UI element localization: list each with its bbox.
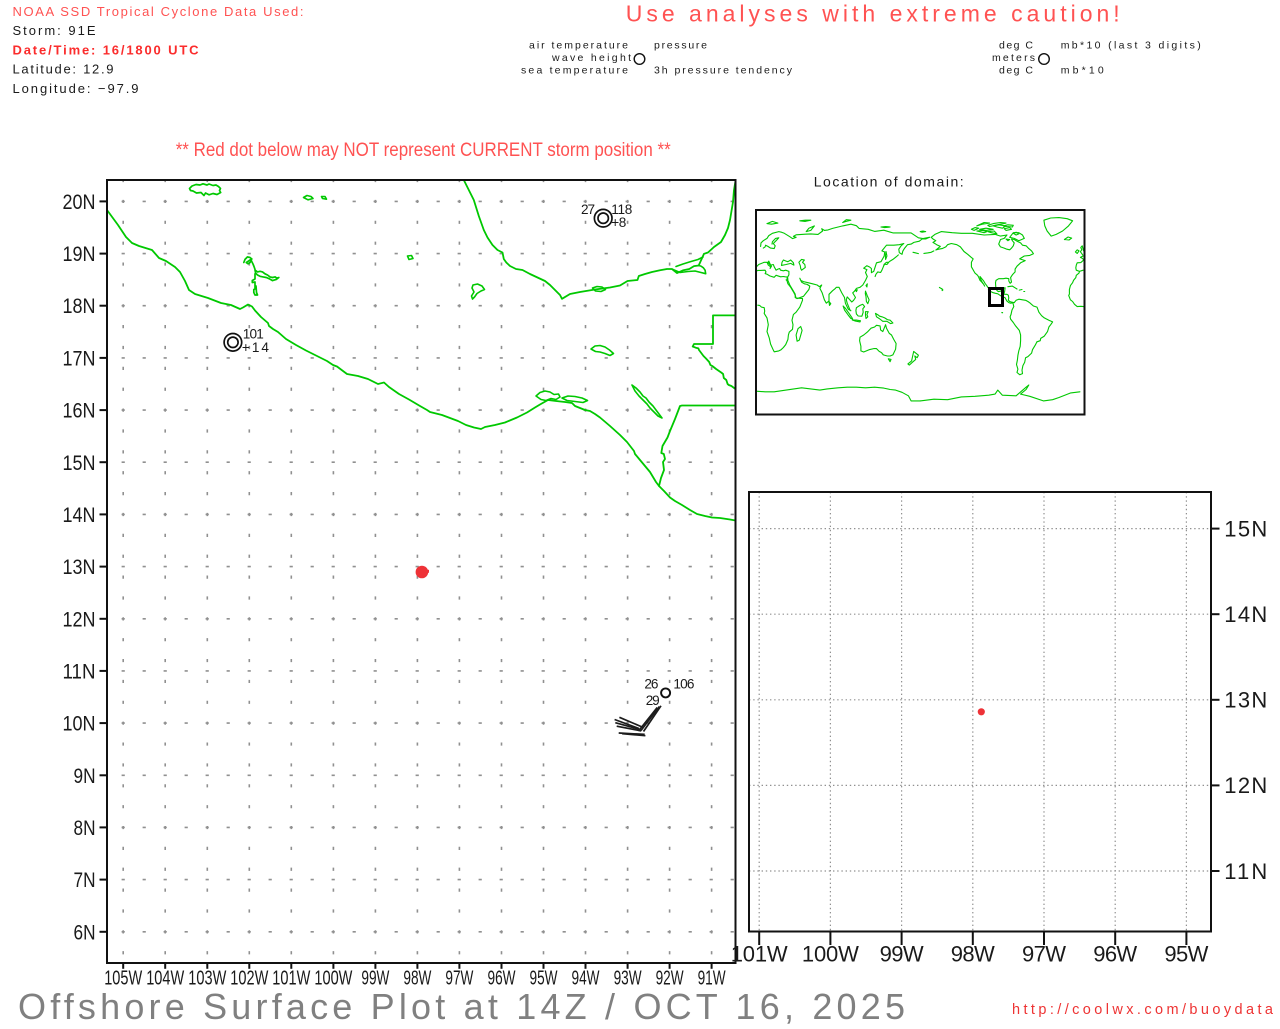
svg-text:99W: 99W — [361, 968, 389, 990]
svg-text:Storm: 91E: Storm: 91E — [13, 23, 96, 38]
svg-text:mb*10: mb*10 — [1061, 65, 1104, 77]
svg-text:3h pressure tendency: 3h pressure tendency — [654, 65, 793, 77]
svg-text:103W: 103W — [188, 968, 226, 990]
svg-text:101W: 101W — [731, 942, 788, 967]
svg-text:+14: +14 — [242, 340, 269, 355]
svg-text:96W: 96W — [1093, 942, 1137, 967]
svg-text:13N: 13N — [63, 556, 96, 579]
svg-text:100W: 100W — [314, 968, 352, 990]
svg-text:91W: 91W — [698, 968, 726, 990]
svg-text:18N: 18N — [63, 295, 96, 318]
svg-text:94W: 94W — [572, 968, 600, 990]
svg-text:8N: 8N — [74, 817, 96, 840]
svg-text:95W: 95W — [1164, 942, 1208, 967]
svg-text:96W: 96W — [488, 968, 516, 990]
svg-text:+8: +8 — [611, 215, 626, 230]
svg-text:7N: 7N — [74, 869, 96, 892]
svg-text:12N: 12N — [63, 608, 96, 631]
svg-text:14N: 14N — [1224, 602, 1267, 627]
svg-text:93W: 93W — [614, 968, 642, 990]
svg-text:15N: 15N — [1224, 516, 1267, 541]
svg-text:99W: 99W — [880, 942, 924, 967]
svg-text:15N: 15N — [63, 452, 96, 475]
svg-text:95W: 95W — [530, 968, 558, 990]
svg-text:wave height: wave height — [551, 52, 631, 64]
svg-text:deg C: deg C — [999, 40, 1033, 52]
svg-text:13N: 13N — [1224, 688, 1267, 713]
svg-text:19N: 19N — [63, 243, 96, 266]
svg-text:20N: 20N — [63, 191, 96, 214]
svg-text:meters: meters — [992, 52, 1035, 64]
svg-text:16N: 16N — [63, 400, 96, 423]
svg-text:Use analyses with extreme caut: Use analyses with extreme caution! — [626, 1, 1120, 27]
svg-text:100W: 100W — [802, 942, 859, 967]
svg-text:27: 27 — [581, 202, 595, 217]
svg-text:10N: 10N — [63, 713, 96, 736]
svg-text:97W: 97W — [1022, 942, 1066, 967]
svg-text:pressure: pressure — [654, 40, 707, 52]
svg-text:sea temperature: sea temperature — [521, 65, 628, 77]
svg-text:6N: 6N — [74, 921, 96, 944]
svg-text:11N: 11N — [63, 660, 96, 683]
svg-text:Latitude: 12.9: Latitude: 12.9 — [13, 62, 114, 77]
svg-text:12N: 12N — [1224, 773, 1267, 798]
svg-text:11N: 11N — [1224, 859, 1267, 884]
svg-text:29: 29 — [646, 693, 660, 708]
svg-text:** Red dot below may NOT repre: ** Red dot below may NOT represent CURRE… — [176, 140, 672, 161]
svg-text:17N: 17N — [63, 347, 96, 370]
svg-text:9N: 9N — [74, 765, 96, 788]
svg-text:26: 26 — [644, 677, 658, 692]
svg-text:air temperature: air temperature — [529, 40, 628, 52]
svg-text:102W: 102W — [230, 968, 268, 990]
svg-text:106: 106 — [673, 677, 694, 692]
svg-text:Longitude: −97.9: Longitude: −97.9 — [13, 81, 139, 96]
svg-text:98W: 98W — [951, 942, 995, 967]
svg-text:92W: 92W — [656, 968, 684, 990]
svg-text:98W: 98W — [403, 968, 431, 990]
svg-text:101: 101 — [243, 327, 264, 342]
svg-text:14N: 14N — [63, 504, 96, 527]
svg-text:101W: 101W — [272, 968, 310, 990]
svg-text:NOAA SSD Tropical Cyclone Data: NOAA SSD Tropical Cyclone Data Used: — [13, 4, 304, 19]
svg-text:deg C: deg C — [999, 65, 1033, 77]
svg-text:105W: 105W — [104, 968, 142, 990]
svg-text:Date/Time: 16/1800 UTC: Date/Time: 16/1800 UTC — [13, 42, 200, 57]
svg-text:104W: 104W — [146, 968, 184, 990]
svg-text:118: 118 — [611, 202, 632, 217]
svg-text:97W: 97W — [445, 968, 473, 990]
svg-text:Location of domain:: Location of domain: — [814, 174, 964, 190]
svg-text:mb*10 (last 3 digits): mb*10 (last 3 digits) — [1061, 40, 1201, 52]
